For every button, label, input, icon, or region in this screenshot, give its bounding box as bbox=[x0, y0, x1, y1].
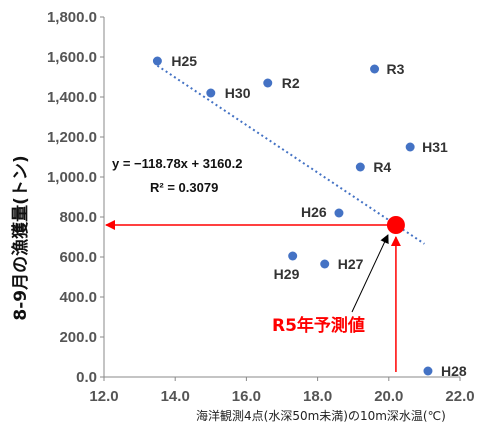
y-tick-label: 1,200.0 bbox=[47, 129, 97, 146]
data-points bbox=[152, 56, 433, 376]
x-tick-label: 12.0 bbox=[89, 388, 118, 405]
point-label: R4 bbox=[373, 159, 391, 175]
data-point bbox=[288, 251, 298, 261]
y-tick-label: 1,400.0 bbox=[47, 89, 97, 106]
point-label: H28 bbox=[441, 363, 467, 379]
y-tick-label: 0.0 bbox=[76, 369, 97, 386]
x-tick-label: 20.0 bbox=[374, 388, 403, 405]
y-tick-label: 600.0 bbox=[59, 249, 97, 266]
y-tick-label: 400.0 bbox=[59, 289, 97, 306]
y-tick-label: 1,600.0 bbox=[47, 49, 97, 66]
point-label: R3 bbox=[387, 61, 405, 77]
trend-equation: y = −118.78x + 3160.2 bbox=[112, 156, 243, 171]
point-label: H29 bbox=[274, 266, 300, 282]
point-label: H27 bbox=[338, 256, 364, 272]
y-tick-label: 800.0 bbox=[59, 209, 97, 226]
r-squared: R² = 0.3079 bbox=[150, 180, 218, 195]
data-point bbox=[320, 259, 330, 269]
x-axis-label: 海洋観測4点(水深50m未満)の10m深水温(℃) bbox=[196, 408, 446, 423]
data-point bbox=[370, 64, 380, 74]
x-tick-label: 14.0 bbox=[161, 388, 190, 405]
trendline bbox=[156, 64, 425, 245]
point-label: R2 bbox=[282, 75, 300, 91]
point-labels: H25 H30 R2 R3 H31 R4 H26 H29 H27 H28 bbox=[171, 53, 466, 379]
y-tick-label: 1,800.0 bbox=[47, 9, 97, 26]
prediction-point bbox=[386, 216, 405, 234]
point-label: H25 bbox=[171, 53, 197, 69]
data-point bbox=[355, 162, 365, 172]
y-tick-label: 200.0 bbox=[59, 329, 97, 346]
x-tick-label: 16.0 bbox=[232, 388, 261, 405]
data-point bbox=[152, 56, 162, 66]
x-tick-label: 18.0 bbox=[303, 388, 332, 405]
y-tick-label: 1,000.0 bbox=[47, 169, 97, 186]
data-point bbox=[405, 142, 415, 152]
trendline-path bbox=[156, 64, 425, 245]
prediction-label: R5年予測値 bbox=[272, 315, 365, 336]
x-tick-label: 22.0 bbox=[445, 388, 474, 405]
prediction-arrows bbox=[105, 220, 401, 372]
data-point bbox=[334, 208, 344, 218]
point-label: H31 bbox=[422, 139, 448, 155]
axes: 0.0 200.0 400.0 600.0 800.0 1,000.0 1,200.0 1,4… bbox=[47, 9, 475, 405]
point-label: H26 bbox=[301, 204, 327, 220]
data-point bbox=[423, 366, 433, 376]
callout-arrow bbox=[351, 234, 389, 313]
data-point bbox=[263, 78, 273, 88]
y-axis-label: 8-9月の漁獲量(トン) bbox=[10, 155, 31, 320]
data-point bbox=[206, 88, 216, 98]
point-label: H30 bbox=[225, 85, 251, 101]
